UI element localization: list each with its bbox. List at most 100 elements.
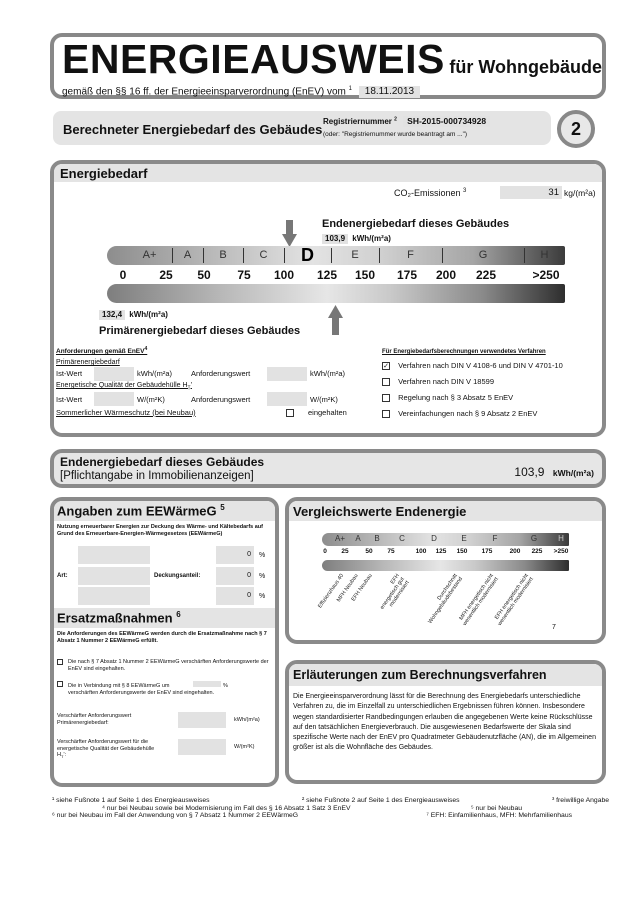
- scale-tick: 0: [119, 268, 127, 282]
- primaerenergie-value: 132,4: [99, 310, 126, 320]
- scale-tick: 125: [316, 268, 338, 282]
- ersatz-checkbox[interactable]: [57, 659, 63, 665]
- header-box: ENERGIEAUSWEIS für Wohngebäude gemäß den…: [50, 33, 606, 99]
- unit-label: W/(m²K): [310, 394, 338, 404]
- vergleichswerte-box: Vergleichswerte Endenergie A+ A B C D E …: [285, 497, 606, 644]
- erlaeuterungen-box: Erläuterungen zum Berechnungsverfahren D…: [285, 660, 606, 784]
- comparison-tick: 175: [481, 548, 493, 555]
- anforderungswert-label: Anforderungswert: [191, 394, 251, 404]
- vergleichswerte-title: Vergleichswerte Endenergie: [293, 504, 467, 519]
- registration-number: SH-2015-000734928: [403, 115, 491, 127]
- footnote: ⁴ nur bei Neubau sowie bei Modernisierun…: [102, 804, 351, 812]
- art-field-3[interactable]: [78, 587, 150, 605]
- eingehalten-label: eingehalten: [308, 408, 347, 418]
- class-a: A: [183, 249, 192, 261]
- primaerenergie-arrow-up-icon: [328, 305, 344, 335]
- document-title: ENERGIEAUSWEIS: [62, 36, 445, 82]
- deckung-field-3[interactable]: 0: [216, 587, 254, 605]
- energiebedarf-title: Energiebedarf: [60, 166, 148, 181]
- art-field-2[interactable]: [78, 567, 150, 585]
- footnote: ² siehe Fußnote 2 auf Seite 1 des Energi…: [302, 797, 460, 804]
- req2-label: Verschärfter Anforderungswert für die en…: [57, 739, 155, 760]
- sommer-checkbox[interactable]: [286, 408, 294, 417]
- verfahren-checkbox[interactable]: [382, 410, 390, 419]
- deckung-field-2[interactable]: 0: [216, 567, 254, 585]
- footnote-ref: 1: [348, 86, 352, 92]
- scale-tick: 50: [197, 268, 211, 282]
- scale-tick: 100: [273, 268, 295, 282]
- endenergie-summary-value: 103,9: [514, 465, 545, 479]
- class-label: E: [461, 534, 467, 543]
- enev-date: 18.11.2013: [358, 86, 421, 99]
- req2-field[interactable]: [178, 739, 226, 755]
- comparison-tick: 225: [531, 548, 543, 555]
- ist-wert-label: Ist-Wert: [56, 394, 83, 404]
- comparison-tick: >250: [553, 548, 569, 555]
- endenergie-summary-box: Endenergiebedarf dieses Gebäudes [Pflich…: [50, 449, 606, 488]
- class-label: A+: [334, 534, 345, 543]
- enev-reference: gemäß den §§ 16 ff. der Energieeinsparve…: [62, 86, 346, 98]
- class-label: D: [431, 534, 437, 543]
- primaerenergie-subtitle: Primärenergiebedarf: [56, 359, 120, 367]
- scale-tick: 225: [475, 268, 497, 282]
- registration-label: Registriernummer 2: [323, 116, 397, 126]
- anforderungen-title: Anforderungen gemäß EnEV4: [56, 346, 148, 356]
- endenergie-summary-subtitle: [Pflichtangabe in Immobilienanzeigen]: [60, 470, 254, 482]
- req1-field[interactable]: [178, 712, 226, 728]
- class-e: E: [351, 249, 359, 261]
- req1-label: Verschärfter Anforderungswert Primärener…: [57, 713, 132, 726]
- pct-label: %: [259, 573, 266, 580]
- class-h: H: [540, 249, 549, 261]
- anforderungswert-primary-field: [267, 366, 307, 381]
- class-label: F: [492, 534, 498, 543]
- sommer-waermeschutz-label: Sommerlicher Wärmeschutz (bei Neubau): [56, 408, 196, 418]
- scale-tick: 75: [237, 268, 251, 282]
- co2-label: CO₂-Emissionen 3: [394, 187, 467, 198]
- class-d-active: D: [301, 245, 314, 265]
- footnote: ³ freiwillige Angabe: [552, 797, 610, 804]
- primaerenergie-label: Primärenergiebedarf dieses Gebäudes: [99, 325, 301, 337]
- verfahren-checkbox[interactable]: [382, 394, 390, 403]
- eewaermeg-intro: Nutzung erneuerbarer Energien zur Deckun…: [57, 524, 263, 537]
- comparison-tick: 75: [387, 548, 395, 555]
- anforderungswert-label: Anforderungswert: [191, 369, 251, 379]
- section-title: Berechneter Energiebedarf des Gebäudes: [63, 122, 323, 137]
- class-label: C: [399, 534, 405, 543]
- energy-class-scale: A+ A B C D E F G H: [107, 245, 565, 265]
- class-label: A: [355, 534, 361, 543]
- ersatz-option-1[interactable]: Die nach § 7 Absatz 1 Nummer 2 EEWärmeG …: [57, 659, 272, 672]
- footnotes: ¹ siehe Fußnote 1 auf Seite 1 des Energi…: [52, 797, 612, 820]
- comparison-tick: 125: [435, 548, 447, 555]
- ersatz-percent-field[interactable]: [193, 681, 222, 687]
- class-f: F: [407, 249, 414, 261]
- verfahren-item[interactable]: ✓ Verfahren nach DIN V 4108-6 und DIN V …: [382, 361, 563, 371]
- primary-energy-scale: [107, 284, 565, 303]
- footnote: ⁵ nur bei Neubau: [470, 804, 522, 812]
- deckung-field-1[interactable]: 0: [216, 546, 254, 564]
- class-b: B: [219, 249, 227, 261]
- verfahren-item[interactable]: Regelung nach § 3 Absatz 5 EnEV: [382, 393, 602, 409]
- huelle-subtitle: Energetische Qualität der Gebäudehülle H…: [56, 382, 192, 392]
- co2-unit: kg/(m²a): [564, 187, 596, 198]
- verfahren-item[interactable]: Verfahren nach DIN V 18599: [382, 377, 602, 393]
- verfahren-checkbox[interactable]: [382, 378, 390, 387]
- ist-wert-primary-field: [94, 366, 134, 381]
- ersatz-checkbox[interactable]: [57, 681, 63, 687]
- comparison-tick: 25: [341, 548, 349, 555]
- footnote-ref-7: 7: [552, 624, 556, 631]
- endenergie-unit: kWh/(m²a): [352, 234, 391, 243]
- footnote: ⁶ nur bei Neubau im Fall der Anwendung v…: [52, 812, 299, 819]
- endenergie-summary-title: Endenergiebedarf dieses Gebäudes: [60, 455, 265, 469]
- verfahren-item[interactable]: Vereinfachungen nach § 9 Absatz 2 EnEV: [382, 409, 602, 425]
- verfahren-checkbox-checked[interactable]: ✓: [382, 362, 390, 371]
- art-field-1[interactable]: [78, 546, 150, 564]
- erlaeuterungen-text: Die Energieeinsparverordnung lässt für d…: [293, 693, 596, 752]
- page-number-badge: 2: [557, 110, 595, 148]
- anforderungswert-huelle-field: [267, 392, 307, 407]
- eewaermeg-box: Angaben zum EEWärmeG 5 Nutzung erneuerba…: [50, 497, 279, 787]
- class-label: G: [530, 534, 538, 543]
- ist-wert-label: Ist-Wert: [56, 369, 83, 379]
- class-a-plus: A+: [142, 249, 157, 261]
- ersatz-option-2[interactable]: Die in Verbindung mit § 8 EEWärmeG um % v…: [57, 681, 272, 696]
- verfahren-title: Für Energiebedarfsberechnungen verwendet…: [382, 349, 546, 355]
